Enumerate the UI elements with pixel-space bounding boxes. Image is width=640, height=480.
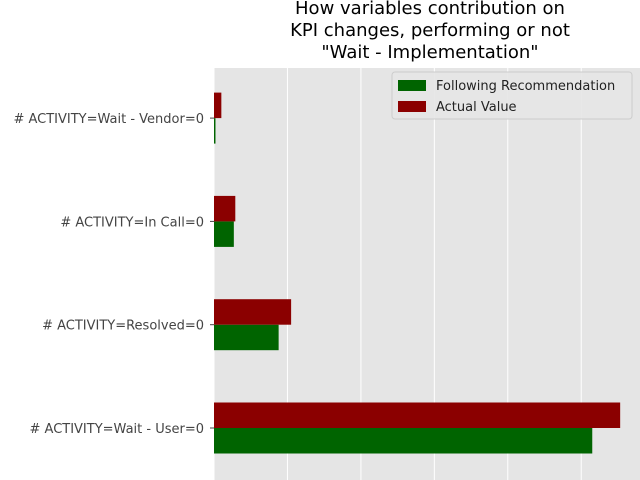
- bar-following-recommendation-0: [214, 428, 593, 454]
- y-tick-label-0: # ACTIVITY=Wait - User=0: [30, 422, 205, 437]
- bar-following-recommendation-2: [214, 221, 234, 247]
- chart-title-line-2: KPI changes, performing or not: [290, 20, 570, 41]
- legend-box: [391, 71, 633, 120]
- bar-actual-value-3: [214, 92, 222, 119]
- bar-following-recommendation-1: [214, 324, 279, 351]
- y-tick-label-1: # ACTIVITY=Resolved=0: [42, 319, 204, 334]
- legend-label-0: Following Recommendation: [436, 79, 615, 94]
- y-tick-label-2: # ACTIVITY=In Call=0: [60, 215, 204, 230]
- legend-swatch-0: [398, 80, 426, 91]
- legend-swatch-1: [398, 101, 426, 112]
- bar-actual-value-2: [214, 195, 236, 222]
- chart-title-line-3: "Wait - Implementation": [321, 42, 539, 63]
- bar-actual-value-1: [214, 299, 292, 325]
- chart-title-line-1: How variables contribution on: [295, 0, 565, 19]
- y-tick-label-3: # ACTIVITY=Wait - Vendor=0: [13, 112, 204, 127]
- bar-following-recommendation-3: [214, 118, 216, 144]
- legend-label-1: Actual Value: [436, 100, 517, 115]
- bar-actual-value-0: [214, 402, 621, 428]
